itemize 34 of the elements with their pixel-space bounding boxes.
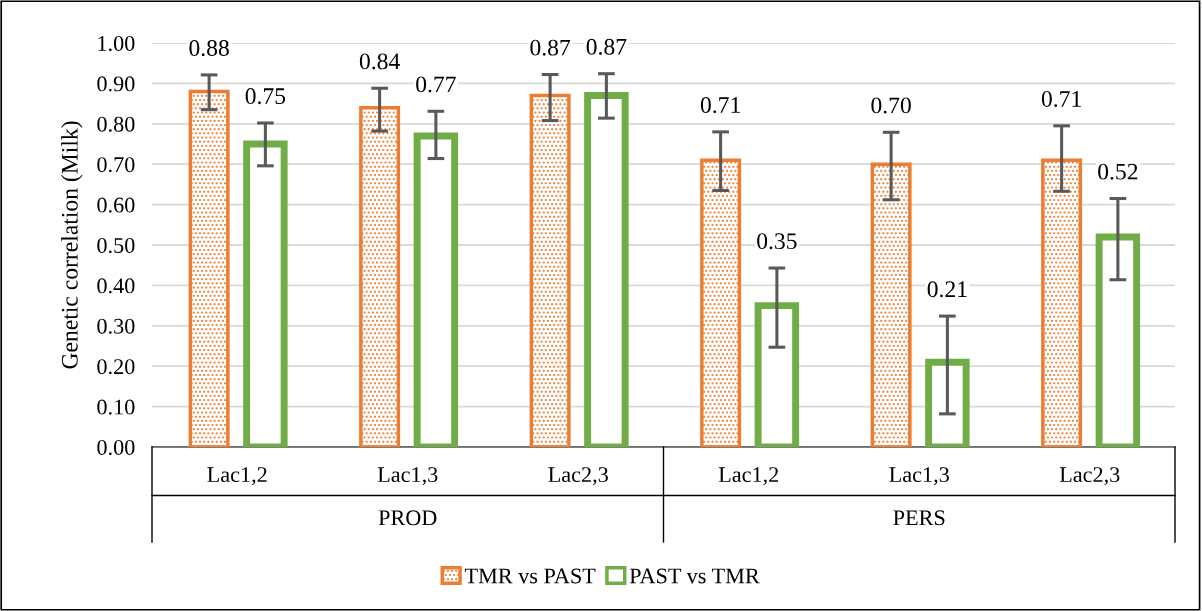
y-tick-label: 0.50 [97, 237, 135, 254]
data-label: 0.77 [416, 76, 456, 93]
y-tick-label: 0.60 [97, 197, 135, 213]
x-tick-label: Lac2,3 [1059, 467, 1120, 486]
y-tick-label: 0.70 [97, 157, 135, 173]
data-label: 0.21 [927, 281, 967, 298]
y-tick-label: 0.90 [97, 76, 135, 92]
x-tick-label: Lac1,2 [207, 467, 267, 486]
y-tick-label: 0.80 [97, 116, 135, 132]
y-tick-label: 0.20 [97, 359, 135, 375]
y-axis-title: Genetic correlation (Milk) [61, 121, 83, 369]
x-tick-label: Lac1,3 [889, 467, 949, 486]
data-label: 0.71 [1041, 90, 1081, 107]
data-label: 0.75 [245, 88, 286, 105]
y-tick-label: 0.00 [97, 439, 135, 456]
text: PROD [378, 510, 437, 526]
data-label: 0.35 [757, 233, 797, 250]
data-label: 0.70 [871, 97, 911, 114]
data-label: 0.84 [359, 53, 400, 70]
y-tick-label: 1.00 [98, 35, 135, 52]
data-label: 0.52 [1098, 163, 1138, 180]
text: PERS [893, 510, 945, 526]
legend-label: TMR vs PAST [464, 568, 596, 584]
data-label: 0.87 [586, 38, 627, 55]
y-tick-label: 0.10 [97, 399, 135, 415]
x-tick-label: Lac1,3 [377, 467, 438, 486]
x-tick-label: Lac1,2 [718, 467, 779, 486]
y-tick-label: 0.30 [97, 318, 135, 334]
x-tick-label: Lac2,3 [548, 467, 608, 486]
data-label: 0.88 [189, 40, 229, 57]
data-label: 0.71 [700, 97, 740, 114]
y-tick-label: 0.40 [97, 278, 135, 294]
legend-label: PAST vs TMR [629, 568, 760, 584]
data-label: 0.87 [530, 39, 571, 56]
